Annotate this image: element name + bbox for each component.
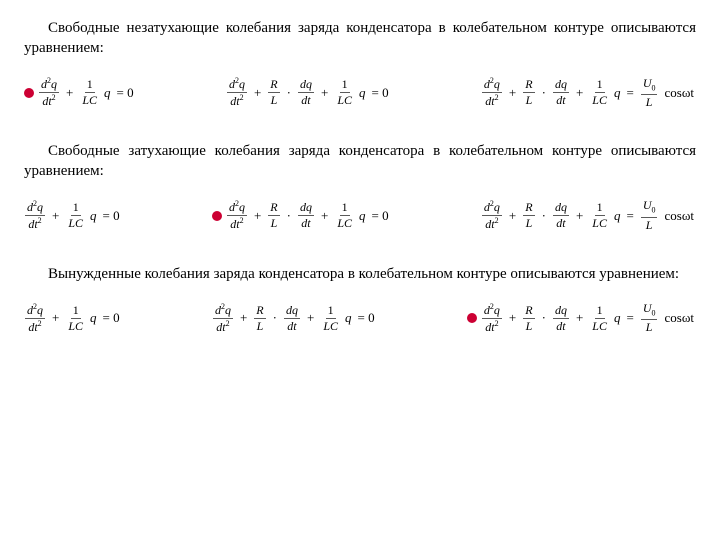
eq-damped-opt3: d2qdt2 + RL · dqdt + 1LC q = U0L cosωt xyxy=(481,199,696,231)
paragraph-damped: Свободные затухающие колебания заряда ко… xyxy=(24,141,696,182)
eq-forced-opt3: d2qdt2 + RL · dqdt + 1LC q = U0L cosωt xyxy=(467,302,696,334)
paragraph-undamped: Свободные незатухающие колебания заряда … xyxy=(24,18,696,59)
equation-row-1: d2qdt2 + 1LC q = 0 d2qdt2 + RL · dqdt + … xyxy=(24,77,696,109)
eq-damped-opt1: d2qdt2 + 1LC q = 0 xyxy=(24,200,122,231)
answer-bullet-icon xyxy=(467,313,477,323)
paragraph-forced: Вынужденные колебания заряда конденсатор… xyxy=(24,264,696,284)
eq-forced-opt1: d2qdt2 + 1LC q = 0 xyxy=(24,303,122,334)
equation-row-2: d2qdt2 + 1LC q = 0 d2qdt2 + RL · dqdt + … xyxy=(24,199,696,231)
eq-undamped-opt2: d2qdt2 + RL · dqdt + 1LC q = 0 xyxy=(226,77,391,108)
eq-forced-opt2: d2qdt2 + RL · dqdt + 1LC q = 0 xyxy=(212,303,377,334)
answer-bullet-icon xyxy=(24,88,34,98)
eq-undamped-opt1: d2qdt2 + 1LC q = 0 xyxy=(24,77,136,108)
eq-undamped-opt3: d2qdt2 + RL · dqdt + 1LC q = U0L cosωt xyxy=(481,77,696,109)
answer-bullet-icon xyxy=(212,211,222,221)
eq-damped-opt2: d2qdt2 + RL · dqdt + 1LC q = 0 xyxy=(212,200,391,231)
equation-row-3: d2qdt2 + 1LC q = 0 d2qdt2 + RL · dqdt + … xyxy=(24,302,696,334)
